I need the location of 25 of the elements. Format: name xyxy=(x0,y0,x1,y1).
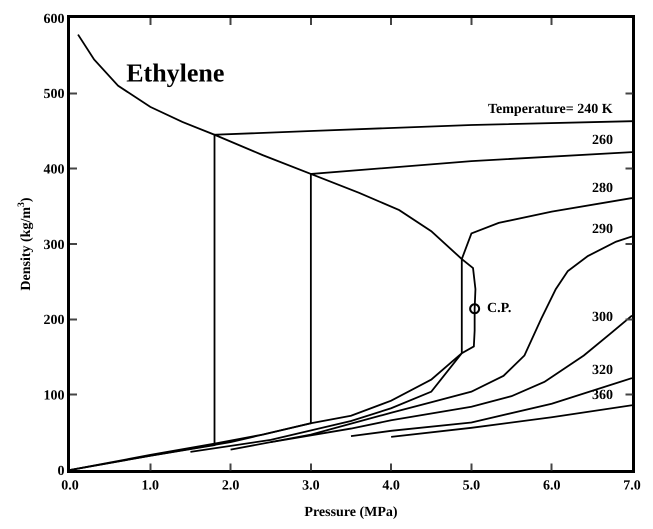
series-label: 360 xyxy=(592,388,613,403)
x-tick-label: 4.0 xyxy=(382,478,400,494)
x-tick-label: 2.0 xyxy=(222,478,240,494)
y-tick-label: 100 xyxy=(43,388,64,404)
y-tick-label: 200 xyxy=(43,313,64,328)
y-tick-label: 500 xyxy=(43,87,64,102)
y-tick-label: 0 xyxy=(57,464,64,479)
series-label: 260 xyxy=(592,133,613,148)
y-tick-label: 300 xyxy=(43,238,64,253)
x-tick-label: 3.0 xyxy=(302,478,320,494)
x-tick-label: 6.0 xyxy=(542,478,560,494)
x-tick-label: 7.0 xyxy=(623,478,641,494)
text: Ethylene xyxy=(126,58,224,88)
series-label: Temperature= 240 K xyxy=(488,102,613,117)
series-label: 320 xyxy=(592,363,613,378)
x-tick-label: 0.0 xyxy=(61,478,79,494)
annotation: C.P. xyxy=(487,301,512,316)
series-label: 300 xyxy=(592,310,613,325)
series-label: 280 xyxy=(592,181,613,196)
y-tick-label: 600 xyxy=(43,12,64,27)
series-label: 290 xyxy=(592,222,613,237)
x-tick-label: 1.0 xyxy=(142,478,160,494)
x-axis-title: Pressure (MPa) xyxy=(304,504,398,520)
y-tick-label: 400 xyxy=(43,162,64,178)
x-tick-label: 5.0 xyxy=(462,478,480,494)
